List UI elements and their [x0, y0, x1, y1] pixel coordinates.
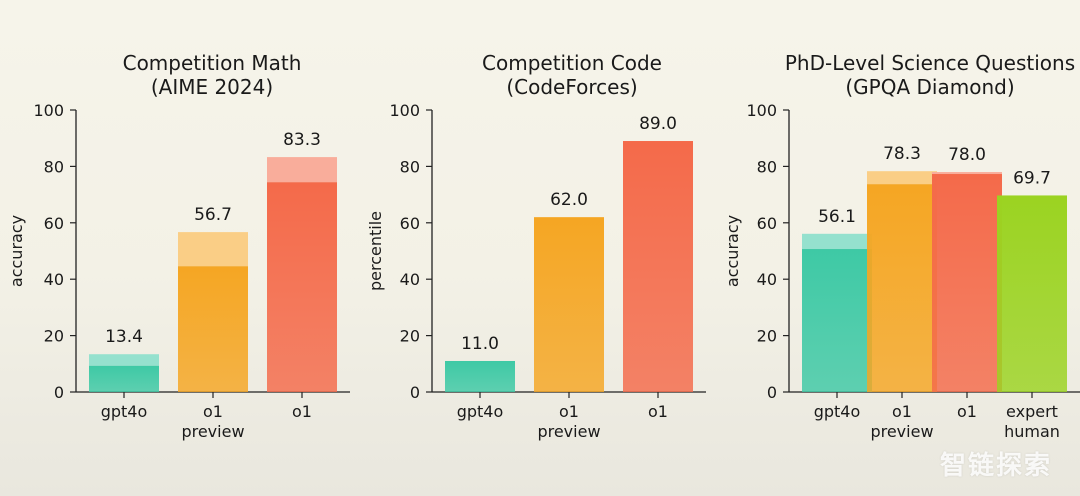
y-tick-label: 60	[757, 214, 777, 233]
bar-upper-segment	[932, 172, 1002, 175]
y-tick-label: 40	[400, 270, 420, 289]
y-tick-label: 40	[757, 270, 777, 289]
data-label: 56.7	[194, 205, 232, 225]
data-label: 78.3	[883, 144, 921, 164]
chart-subtitle: (AIME 2024)	[151, 75, 273, 99]
x-tick-label: preview	[181, 422, 244, 441]
x-tick-label: expert	[1006, 402, 1058, 421]
bar-upper-segment	[178, 232, 248, 267]
chart-subtitle: (CodeForces)	[506, 75, 637, 99]
y-tick-label: 100	[33, 101, 64, 120]
y-axis-label: accuracy	[7, 215, 26, 287]
data-label: 69.7	[1013, 168, 1051, 188]
x-tick-label: o1	[957, 402, 977, 421]
x-tick-label: o1	[292, 402, 312, 421]
bar-upper-segment	[867, 171, 937, 185]
chart-title: PhD-Level Science Questions	[785, 51, 1075, 75]
y-tick-label: 80	[400, 157, 420, 176]
y-tick-label: 20	[400, 327, 420, 346]
y-tick-label: 0	[767, 383, 777, 402]
bar	[932, 174, 1002, 392]
chart-panel-2: Competition Code(CodeForces) percentile 0 2…	[366, 51, 706, 441]
data-label: 11.0	[461, 334, 499, 354]
x-tick-label: gpt4o	[814, 402, 861, 421]
x-tick-label: preview	[870, 422, 933, 441]
bar	[178, 266, 248, 392]
chart-panel-3: PhD-Level Science Questions(GPQA Diamond…	[723, 51, 1080, 441]
bar	[867, 184, 937, 392]
chart-subtitle: (GPQA Diamond)	[845, 75, 1014, 99]
y-tick-label: 100	[746, 101, 777, 120]
x-tick-label: o1	[559, 402, 579, 421]
chart-panel-1: Competition Math(AIME 2024) accuracy 0 20 40…	[7, 51, 350, 441]
bar	[445, 360, 515, 392]
x-tick-label: preview	[537, 422, 600, 441]
data-label: 62.0	[550, 190, 588, 210]
bar	[802, 249, 872, 392]
bar-upper-segment	[267, 157, 337, 183]
bar-upper-segment	[802, 233, 872, 250]
watermark: 智链探索	[939, 451, 1052, 481]
data-label: 13.4	[105, 327, 143, 347]
y-tick-label: 0	[54, 383, 64, 402]
y-tick-label: 20	[757, 327, 777, 346]
bar	[623, 141, 693, 392]
bar	[534, 217, 604, 392]
x-tick-label: human	[1004, 422, 1060, 441]
x-tick-label: o1	[203, 402, 223, 421]
bar-upper-segment	[89, 354, 159, 366]
y-tick-label: 60	[44, 214, 64, 233]
y-tick-label: 40	[44, 270, 64, 289]
y-tick-label: 100	[389, 101, 420, 120]
chart-title: Competition Code	[482, 51, 662, 75]
x-tick-label: gpt4o	[457, 402, 504, 421]
bar	[89, 365, 159, 392]
x-tick-label: o1	[892, 402, 912, 421]
y-tick-label: 80	[757, 157, 777, 176]
y-tick-label: 80	[44, 157, 64, 176]
y-tick-label: 60	[400, 214, 420, 233]
y-tick-label: 20	[44, 327, 64, 346]
bar	[267, 182, 337, 392]
x-tick-label: o1	[648, 402, 668, 421]
chart-title: Competition Math	[123, 51, 302, 75]
data-label: 78.0	[948, 145, 986, 165]
y-axis-label: accuracy	[723, 215, 742, 287]
data-label: 56.1	[818, 207, 856, 227]
y-tick-label: 0	[410, 383, 420, 402]
y-axis-label: percentile	[366, 211, 385, 291]
bar	[997, 195, 1067, 392]
data-label: 83.3	[283, 130, 321, 150]
x-tick-label: gpt4o	[101, 402, 148, 421]
data-label: 89.0	[639, 114, 677, 134]
